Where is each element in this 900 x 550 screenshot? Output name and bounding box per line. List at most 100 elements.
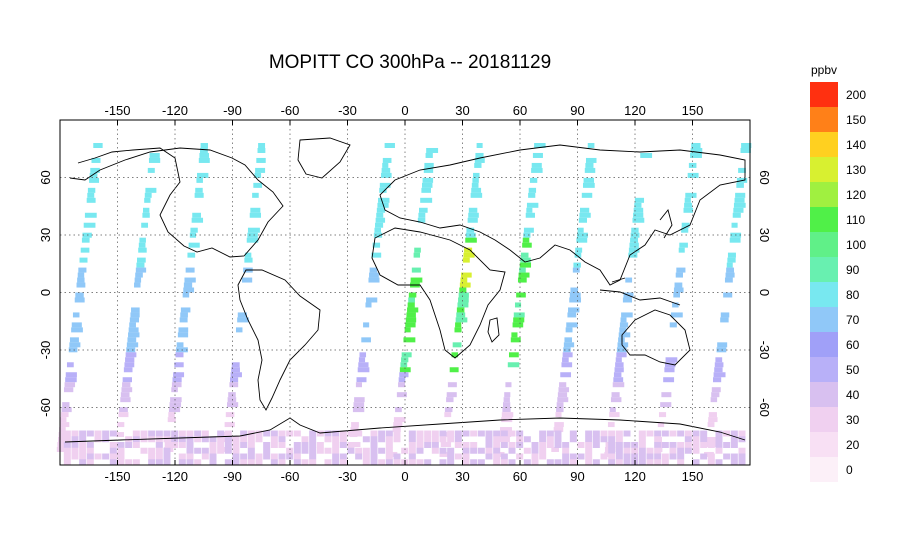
swath-pixel: [122, 377, 132, 383]
swath-pixel: [424, 162, 434, 168]
colorbar-swatch: [810, 457, 838, 482]
colorbar-label: 70: [846, 313, 860, 327]
swath-pixel: [129, 322, 136, 328]
colorbar-swatch: [810, 207, 838, 232]
swath-pixel: [371, 252, 382, 258]
swath-pixel: [376, 207, 386, 213]
swath-pixel: [730, 430, 738, 437]
swath-pixel: [76, 282, 86, 288]
swath-pixel: [189, 232, 197, 238]
swath-pixel: [420, 197, 433, 203]
swath-pixel: [256, 157, 266, 163]
colorbar-label: 140: [846, 138, 866, 152]
swath-pixel: [408, 442, 416, 448]
swath-pixel: [546, 436, 554, 443]
swath-pixel: [84, 212, 97, 218]
swath-pixel: [735, 192, 746, 198]
coast-indonesia: [599, 277, 681, 306]
swath-pixel: [663, 377, 675, 383]
swath-pixel: [623, 442, 631, 448]
swath-pixel: [592, 430, 600, 437]
swath-pixel: [539, 442, 547, 448]
swath-pixel: [467, 217, 478, 223]
swath-pixel: [135, 272, 143, 278]
swath-pixel: [681, 222, 690, 228]
swath-pixel: [503, 397, 510, 403]
swath-pixel: [393, 459, 401, 466]
swath-pixel: [194, 436, 202, 443]
swath-pixel: [421, 187, 431, 193]
swath-pixel: [525, 212, 535, 218]
swath-pixel: [485, 430, 493, 437]
swath-pixel: [464, 247, 473, 253]
swath-pixel: [372, 242, 381, 248]
swath-pixel: [263, 453, 271, 460]
swath-pixel: [155, 442, 163, 448]
swath-pixel: [155, 453, 163, 460]
swath-pixel: [618, 337, 625, 343]
swath-pixel: [187, 252, 196, 258]
swath-pixel: [278, 430, 286, 437]
swath-pixel: [241, 277, 253, 283]
swath-pixel: [523, 436, 531, 443]
swath-pixel: [136, 262, 145, 268]
colorbar-swatch: [810, 107, 838, 132]
swath-pixel: [587, 143, 595, 148]
colorbar-label: 130: [846, 163, 866, 177]
swath-pixel: [638, 459, 646, 466]
swath-pixel: [416, 442, 424, 448]
swath-pixel: [640, 152, 653, 158]
swath-pixel: [470, 192, 483, 198]
swath-pixel: [175, 352, 184, 358]
swath-pixel: [462, 447, 470, 454]
swath-pixel: [244, 257, 253, 263]
swath-pixel: [293, 459, 301, 466]
swath-pixel: [350, 427, 359, 433]
swath-pixel: [232, 447, 240, 454]
swath-pixel: [455, 322, 462, 328]
swath-pixel: [539, 436, 547, 443]
lon-tick-label-top: 0: [401, 103, 408, 118]
swath-pixel: [178, 430, 186, 437]
swath-pixel: [705, 437, 718, 443]
swath-pixel: [79, 447, 87, 454]
swath-pixel: [102, 453, 110, 460]
swath-pixel: [224, 459, 232, 466]
swath-pixel: [86, 197, 96, 203]
swath-pixel: [270, 459, 278, 466]
swath-pixel: [665, 357, 678, 363]
swath-pixel: [446, 392, 457, 398]
lon-tick-label-bottom: 60: [513, 469, 527, 484]
swath-pixel: [592, 442, 600, 448]
swath-pixel: [408, 292, 417, 298]
swath-pixel: [134, 282, 141, 288]
swath-pixel: [339, 436, 347, 443]
swath-pixel: [646, 447, 654, 454]
swath-pixel: [72, 312, 80, 318]
swath-pixel: [129, 317, 140, 323]
swath-pixel: [254, 172, 262, 178]
swath-pixel: [736, 182, 744, 188]
swath-pixel: [395, 407, 402, 413]
lon-tick-label-bottom: -150: [104, 469, 130, 484]
swath-pixel: [69, 337, 79, 343]
swath-pixel: [122, 382, 131, 388]
swath-pixel: [583, 177, 595, 183]
swath-pixel: [231, 367, 240, 373]
swath-pixel: [531, 162, 542, 168]
swath-pixel: [634, 197, 645, 203]
swath-pixel: [229, 382, 239, 388]
swath-pixel: [654, 430, 662, 437]
swath-pixel: [174, 362, 184, 368]
swath-pixel: [179, 317, 188, 323]
swath-pixel: [332, 459, 340, 466]
colorbar-swatch: [810, 157, 838, 182]
swath-pixel: [423, 167, 434, 173]
lat-tick-label-right: 60: [757, 170, 772, 184]
swath-pixel: [61, 407, 72, 413]
coast-africa: [371, 227, 506, 359]
swath-pixel: [86, 430, 94, 437]
swath-pixel: [459, 282, 471, 288]
swath-pixel: [414, 247, 421, 253]
swath-pixel: [370, 447, 378, 454]
